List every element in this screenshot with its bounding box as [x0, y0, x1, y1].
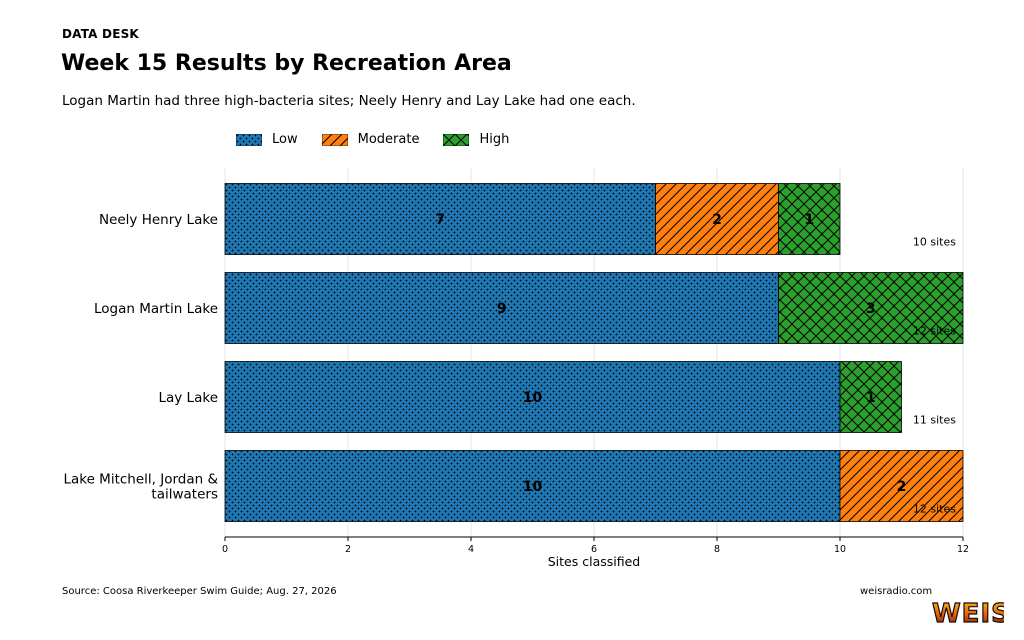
- bar-segment-moderate: [655, 183, 779, 255]
- chart-title: Week 15 Results by Recreation Area: [61, 51, 512, 76]
- site-url: weisradio.com: [860, 586, 933, 597]
- bar-value-label: 2: [897, 479, 907, 495]
- bar-total-label: 12 sites: [913, 503, 956, 516]
- category-tick-label: Neely Henry Lake: [99, 212, 218, 228]
- legend-swatch-low: [236, 133, 262, 146]
- weis-logo: WEIS: [931, 598, 1004, 626]
- legend-item-low: Low: [236, 132, 298, 147]
- x-tick-label: 8: [714, 544, 720, 555]
- x-tick-label: 4: [468, 544, 474, 555]
- bar-segment-moderate: [839, 450, 964, 522]
- bar-value-label: 2: [712, 212, 722, 228]
- source-note: Source: Coosa Riverkeeper Swim Guide; Au…: [62, 586, 337, 597]
- category-tick-label: Logan Martin Lake: [94, 301, 218, 317]
- bar-value-label: 1: [866, 390, 876, 406]
- legend-swatch-high: [443, 133, 470, 146]
- legend-swatch-moderate: [321, 133, 348, 146]
- bar-total-label: 11 sites: [913, 414, 956, 427]
- legend-label-high: High: [479, 132, 510, 147]
- bar-segment-high: [839, 361, 902, 433]
- bar-value-label: 9: [497, 301, 507, 317]
- kicker: DATA DESK: [62, 27, 139, 41]
- bar-segment-low: [224, 450, 841, 522]
- bar-value-label: 7: [435, 212, 445, 228]
- bar-total-label: 10 sites: [913, 236, 956, 249]
- bar-value-label: 1: [804, 212, 814, 228]
- x-tick-label: 2: [345, 544, 351, 555]
- category-tick-label: Lake Mitchell, Jordan &: [63, 472, 218, 488]
- x-tick-label: 6: [591, 544, 597, 555]
- legend-item-moderate: Moderate: [321, 132, 420, 147]
- bar-segment-low: [224, 183, 656, 255]
- legend-label-moderate: Moderate: [357, 132, 420, 147]
- category-tick-label: tailwaters: [151, 487, 218, 503]
- x-tick-label: 10: [834, 544, 846, 555]
- bar-segment-low: [224, 272, 779, 344]
- svg-text:WEIS: WEIS: [932, 599, 1004, 626]
- x-tick-label: 12: [957, 544, 969, 555]
- category-tick-label: Lay Lake: [158, 390, 218, 406]
- bar-value-label: 10: [523, 479, 543, 495]
- legend: Low Moderate High: [236, 132, 533, 147]
- bar-total-label: 12 sites: [913, 325, 956, 338]
- bar-segment-high: [778, 183, 841, 255]
- chart-subtitle: Logan Martin had three high-bacteria sit…: [62, 93, 636, 109]
- legend-item-high: High: [443, 132, 509, 147]
- legend-label-low: Low: [272, 132, 298, 147]
- x-axis-label: Sites classified: [548, 554, 641, 569]
- x-tick-label: 0: [222, 544, 228, 555]
- bar-value-label: 10: [523, 390, 543, 406]
- bar-segment-low: [224, 361, 841, 433]
- bar-segment-high: [778, 272, 964, 344]
- bar-value-label: 3: [866, 301, 876, 317]
